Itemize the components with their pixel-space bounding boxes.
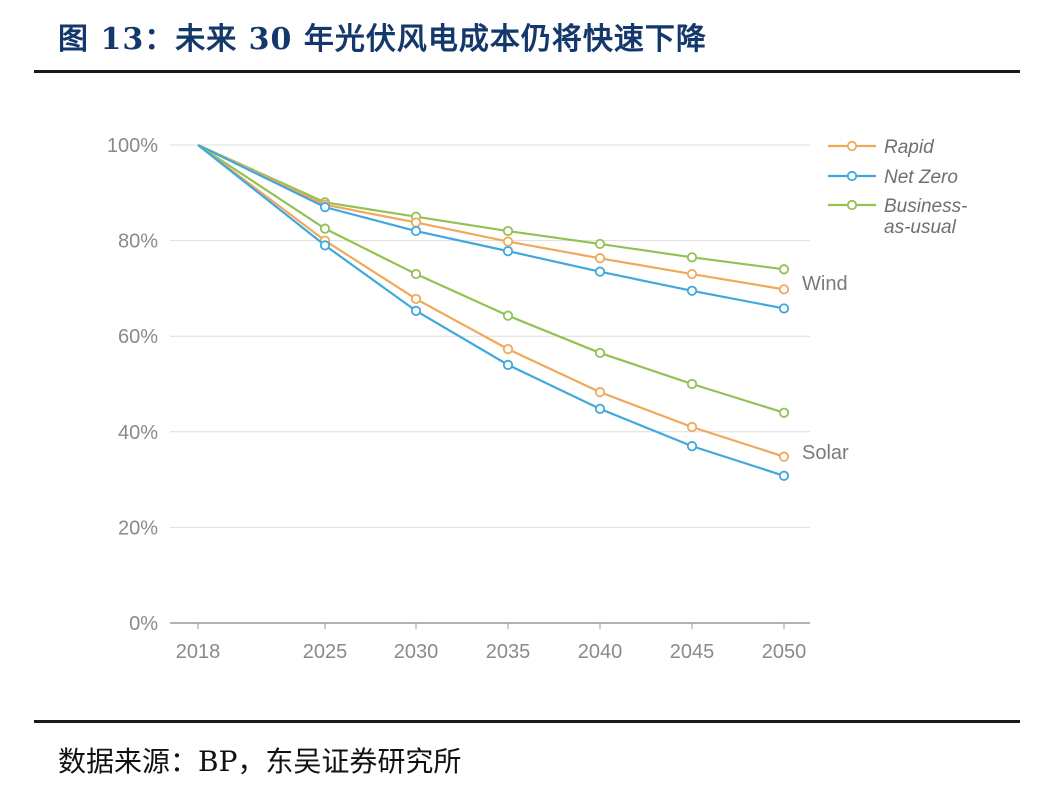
data-point <box>594 403 606 414</box>
x-tick-label: 2025 <box>303 641 348 663</box>
data-point <box>778 303 790 314</box>
data-point <box>686 252 698 263</box>
data-point <box>410 225 422 237</box>
y-tick-label: 0% <box>129 613 158 635</box>
y-tick-label: 60% <box>118 326 158 348</box>
data-point <box>778 470 790 481</box>
data-point <box>778 407 790 418</box>
line-chart: 0% 20% 40% 60% 80% 100% 2018 2025 2030 2035 2040 20… <box>107 135 968 663</box>
series-line <box>197 143 785 271</box>
data-point <box>410 268 422 280</box>
data-point <box>502 344 514 355</box>
data-point <box>778 284 790 295</box>
data-point <box>778 264 790 275</box>
data-point <box>502 246 514 257</box>
series-layer: Wind Solar <box>197 143 849 481</box>
data-point <box>778 451 790 462</box>
legend-swatch-marker <box>846 140 858 152</box>
data-point <box>502 359 514 370</box>
data-point <box>319 223 331 234</box>
group-label: Wind <box>802 273 848 295</box>
x-tick-label: 2040 <box>578 641 623 663</box>
legend: Rapid Net Zero Business-as-usual <box>828 137 967 238</box>
data-point <box>319 202 331 213</box>
y-tick-label: 100% <box>107 135 158 157</box>
legend-swatch-marker <box>846 170 858 182</box>
data-point <box>686 378 698 390</box>
figure-title: 图 13：未来 30 年光伏风电成本仍将快速下降 <box>58 22 707 57</box>
grid-layer <box>170 144 810 624</box>
data-point <box>594 387 606 398</box>
data-point <box>410 217 422 228</box>
y-tick-label: 80% <box>118 231 158 253</box>
series-line <box>197 144 785 291</box>
bottom-rule <box>34 720 1020 723</box>
data-point <box>594 347 606 359</box>
data-point <box>686 441 698 452</box>
data-point <box>594 266 606 277</box>
axis-layer: 0% 20% 40% 60% 80% 100% 2018 2025 2030 2035 2040 20… <box>107 135 806 663</box>
source-note: 数据来源：BP，东吴证券研究所 <box>58 745 462 778</box>
data-point <box>686 268 698 280</box>
data-point <box>502 225 514 237</box>
legend-label: Net Zero <box>884 167 958 188</box>
x-tick-label: 2018 <box>176 641 221 663</box>
data-point <box>410 305 422 316</box>
x-tick-label: 2030 <box>394 641 439 663</box>
group-label: Solar <box>802 442 849 464</box>
x-tick-label: 2045 <box>670 641 715 663</box>
y-tick-label: 20% <box>118 517 158 539</box>
top-rule <box>34 70 1020 73</box>
series-line <box>197 144 785 458</box>
legend-label: Rapid <box>884 137 935 158</box>
x-tick-label: 2035 <box>486 641 531 663</box>
data-point <box>319 240 331 251</box>
legend-label: Business- <box>884 196 967 217</box>
x-tick-label: 2050 <box>762 641 807 663</box>
data-point <box>502 310 514 321</box>
data-point <box>686 421 698 433</box>
data-point <box>594 253 606 264</box>
data-point <box>502 236 514 247</box>
series-line <box>197 144 785 310</box>
y-tick-label: 40% <box>118 422 158 444</box>
legend-label-line2: as-usual <box>884 217 957 238</box>
data-point <box>594 238 606 250</box>
data-point <box>686 285 698 296</box>
data-point <box>410 293 422 305</box>
legend-swatch-marker <box>846 199 858 211</box>
